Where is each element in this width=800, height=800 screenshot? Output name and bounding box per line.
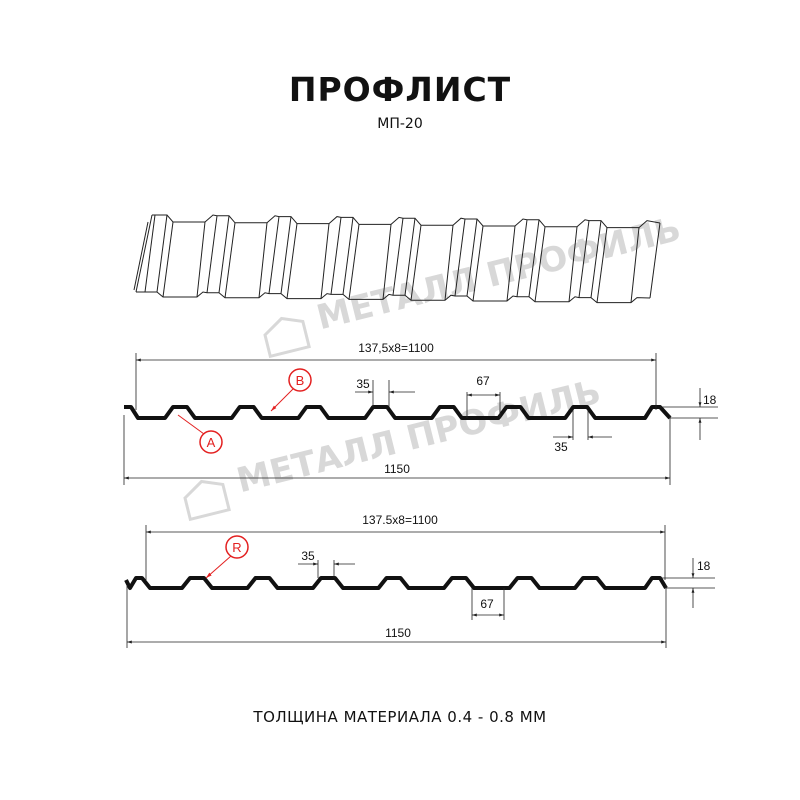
rib-bottom-label: 35 [554, 440, 568, 454]
sheet-line [444, 225, 454, 301]
model-subtitle: МП-20 [377, 116, 423, 132]
watermark-1: МЕТАЛЛ ПРОФИЛЬ [263, 209, 685, 359]
valley-label-bottom: 67 [480, 597, 494, 611]
marker-b-label: B [296, 373, 305, 388]
profile-top-outline [124, 405, 672, 420]
rib-top-label-bottom: 35 [301, 549, 315, 563]
sheet-line [578, 220, 590, 298]
sheet-line [528, 219, 540, 297]
height-label-bottom: 18 [697, 559, 711, 573]
sheet-line [404, 218, 416, 296]
watermark-2: МЕТАЛЛ ПРОФИЛЬ [183, 372, 605, 522]
sheet-line [506, 225, 516, 302]
rib-top-label: 35 [356, 377, 370, 391]
width-label-top: 1150 [384, 462, 410, 476]
sheet-line [144, 214, 156, 293]
sheet-line [218, 215, 230, 293]
valley-label-top: 67 [476, 374, 490, 388]
sheet-line [268, 216, 280, 294]
profile-bottom: 137.5x8=1100 1150 35 67 18 R [124, 513, 715, 648]
page-title: ПРОФЛИСТ [288, 70, 512, 109]
sheet-line [206, 215, 218, 293]
marker-a-label: A [207, 435, 216, 450]
sheet-line [162, 221, 174, 298]
dimension-lines-bottom [126, 525, 715, 648]
sheet-line [135, 214, 153, 293]
sheet-line [516, 219, 528, 297]
watermark-text: МЕТАЛЛ ПРОФИЛЬ [233, 372, 605, 501]
pitch-label-bottom: 137.5x8=1100 [362, 513, 438, 527]
sheet-line [454, 218, 466, 297]
dimension-lines-top [123, 353, 718, 485]
watermark-logo-icon [263, 316, 311, 359]
sheet-edge [136, 291, 651, 304]
sheet-line [258, 222, 268, 298]
sheet-line [596, 227, 608, 303]
sheet-line [286, 223, 298, 299]
sheet-line [342, 217, 354, 295]
marker-a: A [177, 414, 223, 454]
sheet-line [133, 221, 149, 291]
sheet-edge [152, 214, 661, 229]
sheet-line [224, 222, 236, 298]
sheet-line [410, 225, 422, 301]
sheet-line [320, 223, 330, 299]
marker-b: B [270, 368, 312, 412]
width-label-bottom: 1150 [385, 626, 411, 640]
sheet-line [280, 216, 292, 294]
sheet-line [330, 217, 342, 295]
sheet-line [649, 222, 661, 299]
profile-top: 137,5x8=1100 1150 35 67 35 18 B A [123, 341, 718, 485]
pitch-label-top: 137,5x8=1100 [358, 341, 434, 355]
sheet-line [466, 218, 478, 297]
profile-bottom-outline [124, 576, 668, 590]
sheet-line [156, 214, 168, 293]
sheet-3d-view [133, 214, 661, 304]
sheet-line [630, 227, 640, 303]
watermark-text: МЕТАЛЛ ПРОФИЛЬ [313, 209, 685, 338]
sheet-line [534, 226, 546, 302]
sheet-line [348, 224, 360, 300]
sheet-line [196, 221, 206, 298]
watermark-logo-icon [183, 479, 231, 522]
sheet-line [472, 225, 484, 302]
height-label-top: 18 [703, 393, 717, 407]
marker-r-label: R [232, 540, 241, 555]
sheet-line [590, 220, 602, 298]
sheet-line [568, 226, 578, 302]
marker-r: R [205, 535, 249, 579]
material-thickness-note: ТОЛЩИНА МАТЕРИАЛА 0.4 - 0.8 ММ [253, 708, 547, 726]
sheet-line [382, 224, 392, 300]
sheet-line [392, 218, 404, 296]
